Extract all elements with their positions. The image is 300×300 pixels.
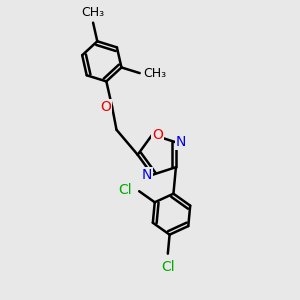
Text: N: N (176, 135, 186, 149)
Text: O: O (152, 128, 163, 142)
Text: Cl: Cl (118, 183, 132, 197)
Text: CH₃: CH₃ (82, 6, 105, 19)
Text: Cl: Cl (161, 260, 175, 274)
Text: N: N (142, 168, 152, 182)
Text: O: O (100, 100, 111, 114)
Text: CH₃: CH₃ (143, 67, 166, 80)
